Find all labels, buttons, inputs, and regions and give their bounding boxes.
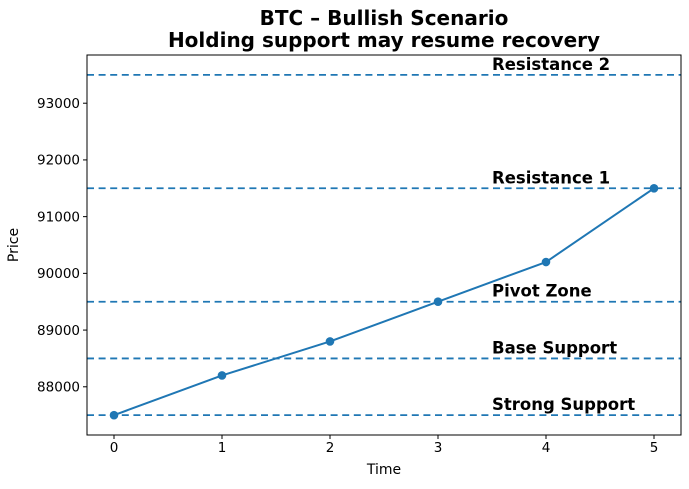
chart-title: BTC – Bullish Scenario <box>260 6 509 30</box>
y-axis-label: Price <box>6 228 22 262</box>
x-tick-label: 4 <box>542 440 551 456</box>
data-point-marker <box>325 337 335 346</box>
plot-area: Strong Support Base Support Pivot Zone Resi… <box>37 54 682 456</box>
x-tick-label: 1 <box>218 440 227 456</box>
data-point-marker <box>541 257 551 267</box>
y-tick-label: 91000 <box>37 209 80 225</box>
price-line <box>113 187 655 417</box>
level-label-resistance-2: Resistance 2 <box>492 55 610 74</box>
plot-border <box>86 54 682 436</box>
x-tick-label: 3 <box>434 440 443 456</box>
y-tick-label: 90000 <box>37 266 80 282</box>
chart-subtitle: Holding support may resume recovery <box>168 28 600 52</box>
data-point-marker <box>217 371 227 380</box>
x-tick-label: 0 <box>110 440 119 456</box>
level-label-base-support: Base Support <box>492 338 617 357</box>
x-tick-label: 2 <box>326 440 335 456</box>
data-point-marker <box>109 410 119 420</box>
data-point-marker <box>433 297 443 307</box>
x-tick-label: 5 <box>650 440 659 456</box>
data-point-marker <box>649 183 659 193</box>
y-tick-label: 88000 <box>37 380 80 396</box>
level-label-resistance-1: Resistance 1 <box>492 168 610 187</box>
y-tick-label: 89000 <box>37 323 80 339</box>
y-tick-label: 92000 <box>37 153 80 169</box>
y-tick-label: 93000 <box>37 96 80 112</box>
x-axis-label: Time <box>366 462 401 478</box>
level-label-strong-support: Strong Support <box>492 395 635 414</box>
level-label-pivot-zone: Pivot Zone <box>492 282 592 301</box>
